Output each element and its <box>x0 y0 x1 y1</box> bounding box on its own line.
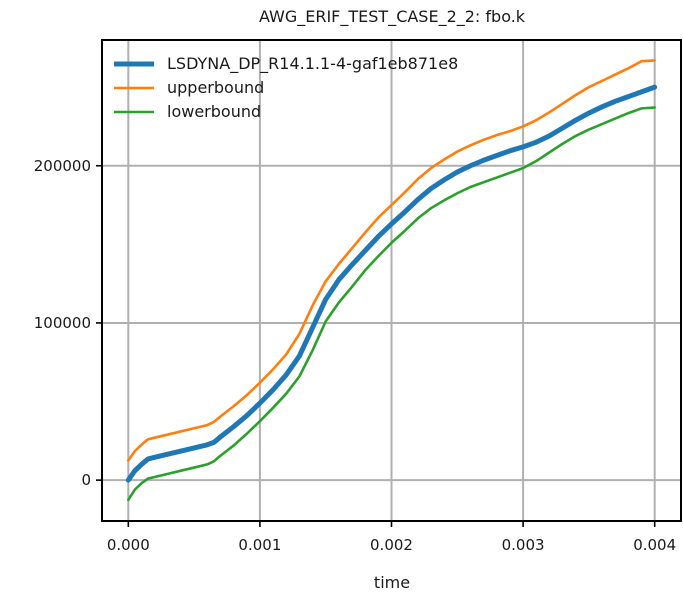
y-tick-label: 0 <box>81 471 91 489</box>
x-tick-label: 0.002 <box>370 536 413 554</box>
x-tick-label: 0.003 <box>502 536 545 554</box>
y-tick-label: 200000 <box>34 157 91 175</box>
x-axis-title: time <box>374 573 410 592</box>
legend: LSDYNA_DP_R14.1.1-4-gaf1eb871e8 upperboun… <box>114 54 458 121</box>
series-line-lowerbound <box>127 106 656 502</box>
series-layer <box>125 59 658 502</box>
series-line-upperbound <box>127 59 656 462</box>
series-line-LSDYNA_DP_R14.1.1-4-gaf1eb871e8 <box>125 84 658 483</box>
x-tick-label: 0.004 <box>633 536 676 554</box>
legend-label: lowerbound <box>167 102 261 121</box>
x-tick-label: 0.001 <box>238 536 281 554</box>
y-tick-label: 100000 <box>34 314 91 332</box>
grid-layer <box>102 40 681 521</box>
legend-label: upperbound <box>167 78 264 97</box>
legend-label: LSDYNA_DP_R14.1.1-4-gaf1eb871e8 <box>167 54 458 74</box>
x-tick-label: 0.000 <box>107 536 150 554</box>
chart-title: AWG_ERIF_TEST_CASE_2_2: fbo.k <box>259 7 526 27</box>
tick-layer: 0.000 0.001 0.002 0.003 0.004 0 100000 200000 <box>34 157 676 554</box>
